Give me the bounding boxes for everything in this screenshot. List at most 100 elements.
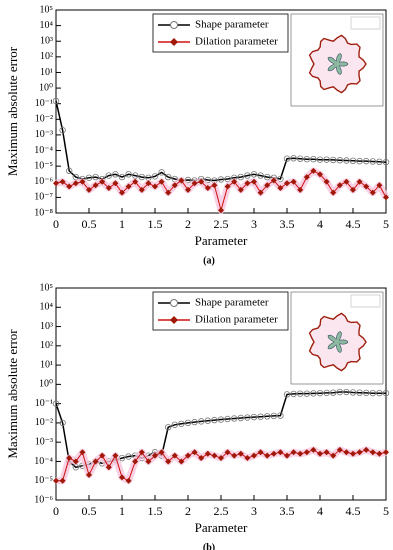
point xyxy=(217,176,225,183)
point xyxy=(270,412,277,420)
point xyxy=(158,449,165,456)
point xyxy=(356,449,363,456)
point xyxy=(284,180,290,187)
point xyxy=(53,180,59,187)
point xyxy=(138,186,145,193)
y-tick-label: 10⁻¹ xyxy=(35,98,53,109)
point xyxy=(264,182,271,189)
y-tick-label: 10⁰ xyxy=(39,379,53,390)
point xyxy=(290,178,297,185)
point xyxy=(132,458,139,465)
y-tick-label: 10⁻³ xyxy=(35,436,53,447)
x-tick-label: 0.5 xyxy=(82,217,97,231)
x-tick-label: 4.5 xyxy=(346,504,361,518)
point xyxy=(118,173,126,181)
point xyxy=(105,184,112,191)
point xyxy=(323,178,330,185)
point xyxy=(230,415,238,422)
point xyxy=(336,182,343,189)
point xyxy=(250,171,258,178)
y-tick-label: 10⁻⁴ xyxy=(34,456,53,467)
point xyxy=(290,449,297,456)
point xyxy=(99,178,106,185)
y-tick-label: 10² xyxy=(40,340,53,351)
y-tick-label: 10⁵ xyxy=(40,4,54,15)
point xyxy=(323,449,330,456)
legend-label: Dilation parameter xyxy=(195,314,278,326)
point xyxy=(217,416,225,423)
y-tick-label: 10⁴ xyxy=(40,20,54,31)
point xyxy=(53,477,59,484)
x-tick-label: 1.5 xyxy=(148,217,163,231)
x-tick-label: 0 xyxy=(53,217,59,231)
x-tick-label: 1 xyxy=(119,504,125,518)
legend-label: Shape parameter xyxy=(195,19,269,31)
point xyxy=(112,180,119,187)
point xyxy=(356,389,363,396)
y-tick-label: 10⁵ xyxy=(40,282,54,293)
y-tick-label: 10⁻⁵ xyxy=(34,160,53,171)
point xyxy=(350,186,356,193)
point xyxy=(92,182,99,189)
x-tick-label: 3 xyxy=(251,217,257,231)
point xyxy=(250,413,258,421)
point xyxy=(204,417,211,424)
point xyxy=(316,389,324,397)
point xyxy=(171,182,178,189)
legend-marker xyxy=(170,21,178,29)
y-tick-label: 10⁴ xyxy=(40,302,54,313)
y-tick-label: 10⁻² xyxy=(35,417,53,428)
point xyxy=(178,458,185,465)
point xyxy=(323,389,330,397)
y-tick-label: 10¹ xyxy=(40,67,53,78)
point xyxy=(105,172,112,179)
point xyxy=(185,452,191,459)
point xyxy=(85,174,93,181)
point xyxy=(165,458,172,465)
point xyxy=(317,450,323,457)
point xyxy=(303,449,310,456)
point xyxy=(251,452,257,459)
y-tick-label: 10⁻⁴ xyxy=(34,145,53,156)
panel: 10⁻⁸10⁻⁷10⁻⁶10⁻⁵10⁻⁴10⁻³10⁻²10⁻¹10⁰10¹10… xyxy=(5,4,390,266)
point xyxy=(79,449,86,456)
x-tick-label: 4 xyxy=(317,504,323,518)
y-tick-label: 10⁻⁷ xyxy=(34,192,53,203)
point xyxy=(350,450,356,457)
point xyxy=(336,446,343,453)
point xyxy=(244,172,251,179)
x-tick-label: 5 xyxy=(383,217,389,231)
point xyxy=(316,156,324,163)
point xyxy=(310,167,317,174)
point xyxy=(171,421,178,428)
legend-marker xyxy=(170,299,178,307)
point xyxy=(164,173,172,181)
point xyxy=(382,158,390,166)
point xyxy=(178,420,185,427)
y-axis-label: Maximum absolute error xyxy=(5,329,20,459)
point xyxy=(138,449,145,456)
point xyxy=(270,177,277,184)
x-tick-label: 1 xyxy=(119,217,125,231)
point xyxy=(152,452,158,459)
point xyxy=(277,412,284,419)
y-tick-label: 10⁻⁶ xyxy=(34,494,53,505)
point xyxy=(244,180,251,187)
panel: 10⁻⁶ 10⁻⁵ 10⁻⁴ 10⁻³ 10⁻² 10⁻¹ 10⁰ 10¹ 10² 10³ 10⁴ 1… xyxy=(5,282,390,550)
point xyxy=(257,189,264,196)
point xyxy=(145,180,152,187)
point xyxy=(277,449,284,456)
x-tick-label: 1.5 xyxy=(148,504,163,518)
point xyxy=(224,175,231,183)
point xyxy=(211,182,218,189)
y-tick-label: 10² xyxy=(40,51,53,62)
point xyxy=(145,458,152,465)
point xyxy=(330,389,337,396)
point xyxy=(65,167,73,175)
point xyxy=(376,182,383,189)
point xyxy=(125,183,132,190)
inset-legend xyxy=(350,16,381,30)
point xyxy=(336,157,343,164)
point xyxy=(191,449,198,456)
x-tick-label: 5 xyxy=(383,504,389,518)
